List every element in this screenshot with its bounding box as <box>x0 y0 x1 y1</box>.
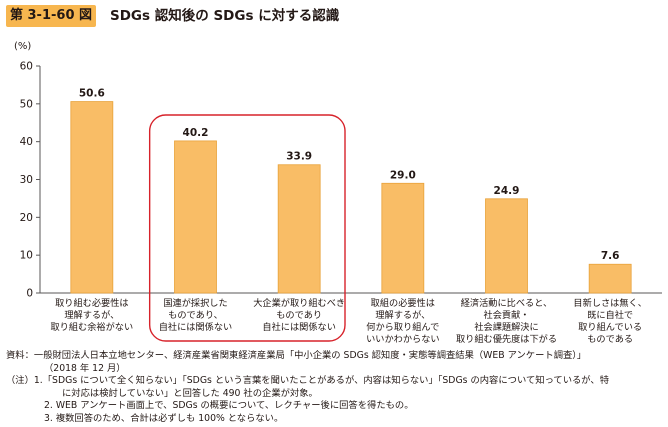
category-label-line: いいかわからない <box>366 334 440 345</box>
category-label: 経済活動に比べると、社会貢献・社会課題解決に取り組む優先度は下がる <box>456 297 557 345</box>
note-2: 2. WEB アンケート画面上で、SDGs の概要について、レクチャー後に回答を… <box>44 400 414 411</box>
figure-title: SDGs 認知後の SDGs に対する認識 <box>110 8 340 24</box>
category-label: 取り組む必要性は理解するが、取り組む余裕がない <box>50 297 133 333</box>
source-line: 資料：一般財団法人日本立地センター、経済産業省関東経済産業局「中小企業の SDG… <box>6 350 587 361</box>
highlight-frame <box>148 114 346 342</box>
category-label: 目新しさは無く、既に自社で取り組んでいるものである <box>573 297 647 345</box>
category-label-line: 目新しさは無く、 <box>573 297 647 309</box>
category-label-line: 経済活動に比べると、 <box>461 297 553 309</box>
bar-value-label: 50.6 <box>79 88 105 100</box>
category-label: 国連が採択したものであり、自社には関係ない <box>159 297 233 333</box>
category-label-line: 社会課題解決に <box>474 321 538 333</box>
category-label-line: ものであり <box>276 310 322 321</box>
bar-chart: (%)010203040506050.6取り組む必要性は理解するが、取り組む余裕… <box>14 41 662 345</box>
category-label-line: 自社には関係ない <box>262 321 336 333</box>
y-tick-label: 10 <box>20 250 33 262</box>
note-1: （注）1.「SDGs について全く知らない」「SDGs という言葉を聞いたことが… <box>6 375 609 386</box>
bar <box>485 198 528 294</box>
bar-value-label: 7.6 <box>601 250 620 262</box>
category-label: 取組の必要性は理解するが、何から取り組んでいいかわからない <box>366 297 440 345</box>
category-label-line: 取り組む余裕がない <box>50 321 133 333</box>
category-label-line: 既に自社で <box>587 309 633 321</box>
figure-number-badge: 第 3-1-60 図 <box>6 5 96 27</box>
category-label-line: 国連が採択した <box>163 297 227 309</box>
bar-value-label: 29.0 <box>390 169 416 181</box>
y-tick-label: 30 <box>20 174 33 186</box>
y-tick-label: 50 <box>20 98 33 110</box>
category-label-line: 取り組んでいる <box>578 321 642 333</box>
y-tick-label: 20 <box>20 212 33 224</box>
y-tick-label: 0 <box>26 288 33 300</box>
category-label: 大企業が取り組むべきものであり自社には関係ない <box>253 297 345 333</box>
bar <box>277 164 321 294</box>
category-label-line: 理解するが、 <box>64 309 119 321</box>
bar-value-label: 24.9 <box>494 185 520 197</box>
y-tick-label: 60 <box>20 61 33 73</box>
source-date-line: （2018 年 12 月） <box>44 362 126 374</box>
note-3: 3. 複数回答のため、合計は必ずしも 100% とならない。 <box>44 412 284 424</box>
source-notes: 資料：一般財団法人日本立地センター、経済産業省関東経済産業局「中小企業の SDG… <box>6 350 666 425</box>
y-unit-label: (%) <box>14 41 31 52</box>
bar-value-label: 33.9 <box>286 151 312 163</box>
category-label-line: 取り組む必要性は <box>55 297 129 309</box>
category-label-line: 取組の必要性は <box>371 297 435 309</box>
note-1-continued: に対応は検討していない」と回答した 490 社の企業が対象。 <box>62 387 318 399</box>
category-label-line: 大企業が取り組むべき <box>253 297 345 309</box>
bar <box>588 263 632 294</box>
category-label-line: ものである <box>587 334 633 345</box>
category-label-line: ものであり、 <box>168 310 223 321</box>
category-label-line: 取り組む優先度は下がる <box>456 333 557 345</box>
bar <box>381 182 425 294</box>
category-label-line: 社会貢献・ <box>484 309 530 321</box>
bar <box>174 140 217 294</box>
category-label-line: 理解するが、 <box>375 309 430 321</box>
bar-value-label: 40.2 <box>183 127 209 139</box>
category-label-line: 何から取り組んで <box>366 321 439 333</box>
y-tick-label: 40 <box>20 136 33 148</box>
bar <box>70 101 114 294</box>
category-label-line: 自社には関係ない <box>159 321 233 333</box>
